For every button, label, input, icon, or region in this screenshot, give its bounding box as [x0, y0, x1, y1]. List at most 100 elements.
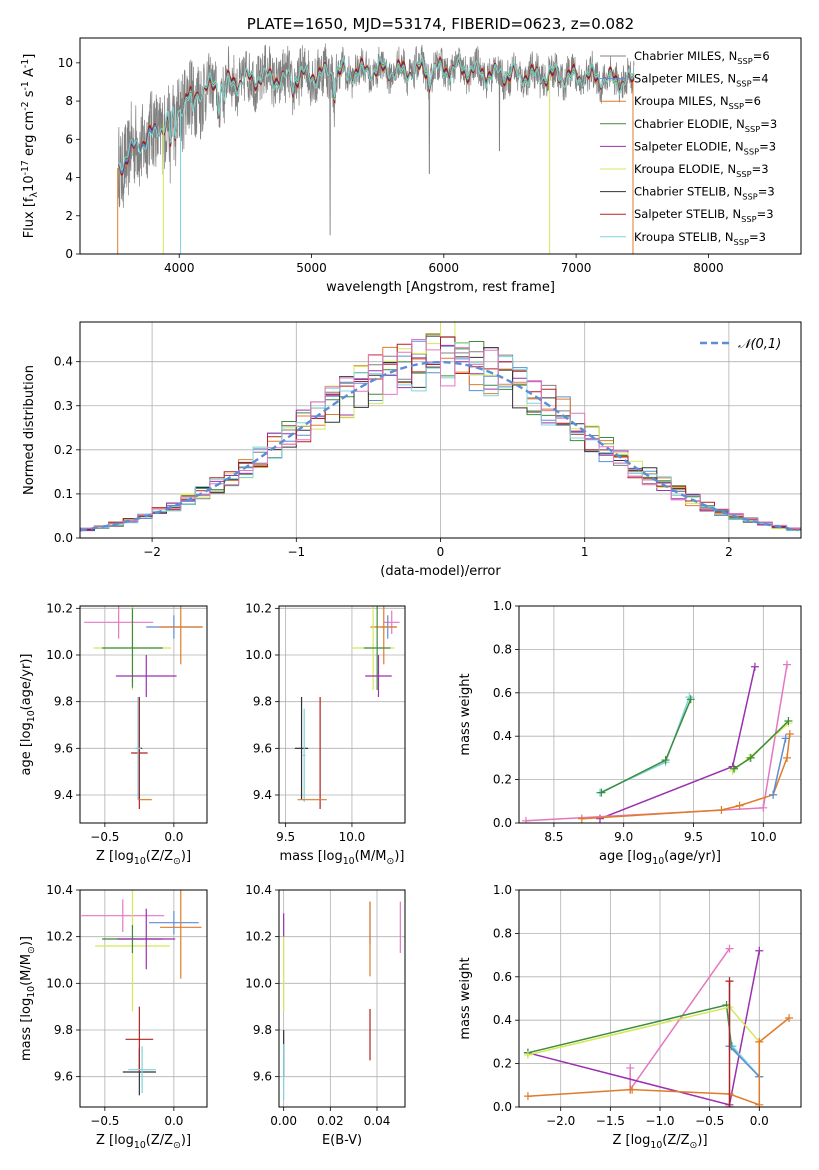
histogram-legend: 𝒩(0,1): [700, 337, 781, 352]
y-tick-label: 0.8: [493, 926, 512, 940]
y-tick-label: 0.0: [493, 1100, 512, 1114]
legend-label: Kroupa MILES, NSSP​=6: [634, 94, 761, 111]
axes: 4000 5000 6000 7000 8000 0 2 4 6 8 10 wavelength [A…: [20, 15, 802, 295]
plus-marker: [628, 1085, 637, 1094]
y-tick-label: 10.2: [46, 930, 73, 944]
x-tick-label: 1: [581, 545, 589, 559]
y-tick-label: 4: [65, 171, 73, 185]
plus-marker: [725, 1103, 734, 1107]
plus-marker: [755, 946, 764, 955]
y-tick-label: 9.6: [253, 1070, 272, 1084]
axes: 9.5 10.0 9.4 9.6 9.8 10.0 10.2 mass [log10​(M/M…: [245, 601, 406, 867]
data-point: [365, 655, 392, 697]
x-tick-label: 9.5: [276, 830, 295, 844]
axes-frame: [518, 605, 802, 824]
y-axis-label: age [log10​(age/yr)]: [19, 654, 37, 776]
data-point: [128, 1046, 156, 1093]
y-tick-label: 9.4: [253, 788, 272, 802]
y-tick-label: 9.8: [253, 1023, 272, 1037]
plus-marker: [755, 1100, 764, 1107]
axes-frame: [278, 889, 406, 1108]
data-point: [302, 708, 306, 802]
x-tick-label: 9.0: [614, 830, 633, 844]
x-tick-label: 0.0: [750, 1114, 769, 1128]
plus-marker: [523, 1092, 532, 1101]
axes: 0.00 0.02 0.04 9.6 9.8 10.0 10.2 10.4 E(B-V): [245, 883, 406, 1148]
plus-marker: [783, 753, 792, 762]
y-tick-label: 0.6: [493, 970, 512, 984]
plot-area: [117, 43, 635, 254]
plus-marker: [759, 803, 768, 812]
x-tick-label: 0.0: [164, 830, 183, 844]
plot-area: [523, 944, 794, 1107]
x-axis-label: wavelength [Angstrom, rest frame]: [326, 280, 555, 295]
y-axis-label: mass weight: [458, 957, 473, 1039]
ticks: 8.5 9.0 9.5 10.0 0.0 0.2 0.4 0.6 0.8 1.0: [493, 599, 777, 844]
mass-weight-line: [728, 1045, 760, 1078]
y-tick-label: 0.1: [54, 487, 73, 501]
grid-lines: [279, 889, 405, 1107]
x-tick-label: −2: [143, 545, 161, 559]
x-tick-label: −1.0: [645, 1114, 674, 1128]
y-tick-label: 1.0: [493, 883, 512, 897]
legend-label: Salpeter STELIB, NSSP​=3: [634, 207, 774, 224]
axes-frame: [278, 605, 406, 824]
normal-reference-curve: [80, 360, 799, 532]
axes-frame: [79, 605, 208, 824]
plus-marker: [783, 660, 792, 669]
axes: 8.5 9.0 9.5 10.0 0.0 0.2 0.4 0.6 0.8 1.0 age [log1…: [458, 599, 802, 867]
x-tick-label: 5000: [296, 261, 327, 275]
y-tick-label: 0.4: [54, 355, 73, 369]
plus-marker: [735, 801, 744, 810]
mass-weight-vs-metallicity-chart: −2.0 −1.5 −1.0 −0.5 0.0 0.0 0.2 0.4 0.6 0.8 1.0 Z […: [458, 883, 802, 1151]
y-tick-label: 0.3: [54, 399, 73, 413]
y-tick-label: 10.0: [46, 648, 73, 662]
y-tick-label: 0: [65, 247, 73, 261]
y-tick-label: 8: [65, 94, 73, 108]
y-tick-label: 9.8: [253, 695, 272, 709]
plot-area: [283, 901, 401, 1100]
x-tick-label: 8000: [693, 261, 724, 275]
y-tick-label: 9.8: [54, 1023, 73, 1037]
data-point: [125, 1006, 154, 1072]
y-tick-label: 2: [65, 209, 73, 223]
data-point: [117, 908, 176, 970]
plus-marker: [784, 717, 793, 726]
plus-marker: [755, 1037, 764, 1046]
y-tick-label: 0.6: [493, 686, 512, 700]
x-tick-label: 0.00: [270, 1114, 297, 1128]
y-tick-label: 0.4: [493, 1013, 512, 1027]
data-point: [383, 610, 400, 634]
plot-area: [84, 606, 203, 809]
plus-marker: [729, 764, 738, 773]
legend-label: Salpeter ELODIE, NSSP​=3: [634, 139, 776, 156]
plus-marker: [521, 816, 530, 823]
observed-spectrum-line: [118, 43, 635, 236]
x-tick-label: 10.0: [339, 830, 366, 844]
x-tick-label: 10.0: [750, 830, 777, 844]
y-tick-label: 10.4: [46, 883, 73, 897]
x-tick-label: −2.0: [546, 1114, 575, 1128]
plus-marker: [626, 1063, 635, 1072]
data-point: [294, 697, 309, 800]
x-tick-label: 4000: [164, 261, 195, 275]
y-axis-label: Flux [fλ​10-17​ erg cm-2​ s-1​ A-1​]: [20, 54, 40, 239]
ticks: −2 −1 0 1 2 0.0 0.1 0.2 0.3 0.4: [54, 355, 733, 559]
x-tick-label: 0.0: [164, 1114, 183, 1128]
x-tick-label: −1.5: [596, 1114, 625, 1128]
y-tick-label: 9.6: [54, 1070, 73, 1084]
x-tick-label: 6000: [429, 261, 460, 275]
legend-label: Kroupa STELIB, NSSP​=3: [634, 230, 766, 247]
data-point: [149, 911, 199, 935]
axes-frame: [79, 889, 208, 1108]
chart-title: PLATE=1650, MJD=53174, FIBERID=0623, z=0…: [247, 15, 634, 33]
y-axis-label: Normed distribution: [22, 365, 37, 495]
x-tick-label: −0.5: [90, 1114, 119, 1128]
y-axis-label: mass weight: [458, 673, 473, 755]
model-spectrum-line: [118, 55, 635, 171]
y-tick-label: 0.0: [493, 816, 512, 830]
y-tick-label: 0.0: [54, 531, 73, 545]
plot-area: [81, 890, 202, 1096]
plus-marker: [769, 790, 778, 799]
